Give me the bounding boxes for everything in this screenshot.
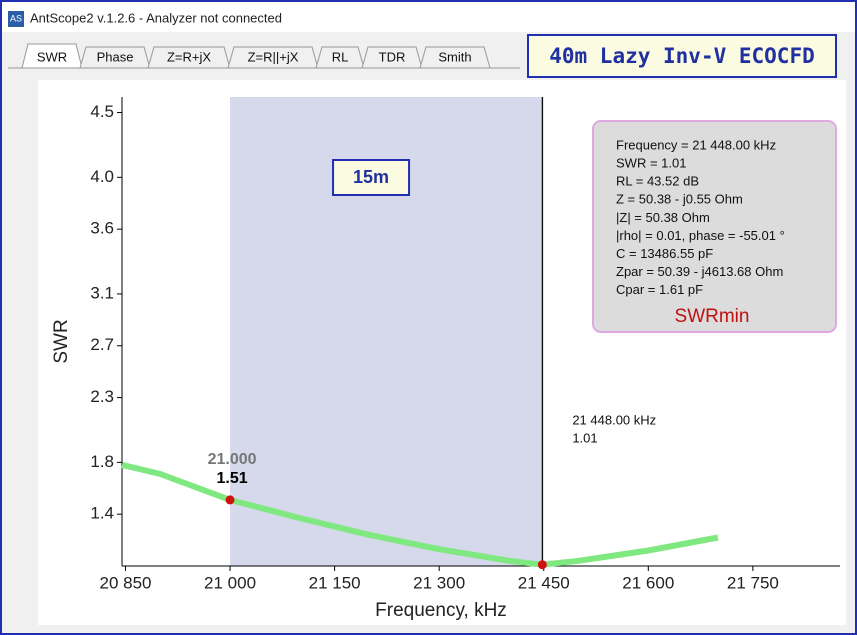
info-line: C = 13486.55 pF bbox=[616, 246, 713, 261]
x-tick-label: 21 750 bbox=[727, 573, 779, 592]
app-icon-text: AS bbox=[10, 13, 22, 23]
tab[interactable] bbox=[21, 43, 83, 69]
tab-label[interactable]: TDR bbox=[379, 49, 406, 64]
info-line: Zpar = 50.39 - j4613.68 Ohm bbox=[616, 264, 783, 279]
tab[interactable] bbox=[315, 46, 365, 69]
banner-text: 40m Lazy Inv-V ECOCFD bbox=[549, 44, 815, 68]
x-tick-label: 21 000 bbox=[204, 573, 256, 592]
info-line: SWR = 1.01 bbox=[616, 156, 686, 171]
marker-point bbox=[225, 495, 235, 505]
marker-frequency: 21.000 bbox=[208, 451, 257, 468]
x-tick-label: 20 850 bbox=[99, 573, 151, 592]
tab-bar: SWR Phase Z=R+jX Z=R||+jX RL TDR Smith bbox=[8, 43, 520, 69]
y-tick-label: 1.4 bbox=[90, 504, 114, 523]
cursor-frequency: 21 448.00 kHz bbox=[572, 412, 656, 427]
tab[interactable] bbox=[419, 46, 491, 69]
tab-label[interactable]: Smith bbox=[438, 49, 471, 64]
tab[interactable] bbox=[361, 46, 423, 69]
marker-point bbox=[537, 560, 547, 570]
x-tick-label: 21 600 bbox=[622, 573, 674, 592]
window-title: AntScope2 v.1.2.6 - Analyzer not connect… bbox=[30, 10, 282, 25]
y-tick-label: 2.7 bbox=[90, 335, 114, 354]
tab[interactable] bbox=[227, 46, 319, 69]
y-tick-label: 2.3 bbox=[90, 387, 114, 406]
tab-label[interactable]: Z=R+jX bbox=[167, 49, 211, 64]
tab-label[interactable]: RL bbox=[332, 49, 349, 64]
y-tick-label: 3.1 bbox=[90, 283, 114, 302]
plot: 15m 1.4 1.8 2.3 2.7 3.1 3.6 4.0 4.5 20 850 21 000 2… bbox=[51, 97, 840, 621]
info-line: Cpar = 1.61 pF bbox=[616, 282, 703, 297]
info-line: |rho| = 0.01, phase = -55.01 ° bbox=[616, 228, 785, 243]
y-tick-label: 4.0 bbox=[90, 167, 114, 186]
band-label: 15m bbox=[353, 167, 389, 187]
info-note: SWRmin bbox=[675, 306, 750, 327]
title-bar bbox=[2, 2, 855, 32]
info-line: Z = 50.38 - j0.55 Ohm bbox=[616, 192, 743, 207]
marker-swr: 1.51 bbox=[216, 470, 247, 487]
tab[interactable] bbox=[79, 46, 151, 69]
swr-line bbox=[121, 461, 719, 568]
tab-label[interactable]: Phase bbox=[97, 49, 134, 64]
info-line: |Z| = 50.38 Ohm bbox=[616, 210, 710, 225]
tab[interactable] bbox=[147, 46, 231, 69]
app-icon bbox=[8, 11, 24, 27]
tab-label[interactable]: SWR bbox=[37, 49, 67, 64]
band-label-box bbox=[332, 159, 411, 196]
x-axis-label: Frequency, kHz bbox=[375, 600, 507, 621]
info-line: Frequency = 21 448.00 kHz bbox=[616, 137, 776, 152]
y-tick-label: 3.6 bbox=[90, 219, 114, 238]
y-tick-label: 4.5 bbox=[90, 102, 114, 121]
x-tick-label: 21 300 bbox=[413, 573, 465, 592]
info-box bbox=[592, 120, 837, 333]
y-axis-label: SWR bbox=[51, 319, 72, 363]
tab-label[interactable]: Z=R||+jX bbox=[248, 49, 299, 64]
x-tick-label: 21 450 bbox=[518, 573, 570, 592]
x-tick-label: 21 150 bbox=[309, 573, 361, 592]
y-tick-label: 1.8 bbox=[90, 452, 114, 471]
cursor-swr: 1.01 bbox=[572, 430, 597, 445]
info-line: RL = 43.52 dB bbox=[616, 174, 699, 189]
banner-box bbox=[527, 34, 837, 78]
